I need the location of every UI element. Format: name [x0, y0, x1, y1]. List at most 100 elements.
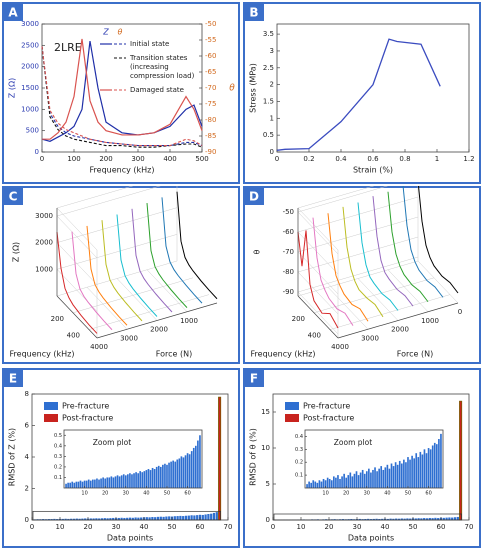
spectrum-line: [56, 231, 98, 334]
panel-letter-box: [244, 369, 264, 387]
zoom-region: [32, 510, 221, 521]
inset-bar: [405, 462, 407, 488]
bar: [423, 518, 426, 520]
panel-border: [2, 186, 240, 364]
inset-bar: [322, 478, 325, 488]
bar: [414, 518, 417, 520]
inset-bar: [199, 435, 201, 488]
legend-label: Pre-fracture: [62, 402, 109, 411]
x-tick-label: 1: [435, 155, 439, 163]
inset-bar: [413, 458, 415, 488]
bar: [165, 516, 168, 520]
bar: [442, 517, 445, 520]
inset-x-tick-label: 30: [123, 491, 129, 497]
inset-bar: [98, 479, 100, 488]
inset-bar: [137, 473, 139, 488]
inset-bar: [65, 483, 67, 488]
x-tick-label: 60: [437, 523, 446, 531]
inset-bar: [168, 462, 170, 488]
inset-bar: [368, 468, 370, 488]
y-tick-label: 2500: [21, 41, 39, 49]
x-tick-label: 40: [381, 523, 390, 531]
inset-bar: [403, 459, 405, 488]
y-tick-label: 500: [26, 127, 39, 135]
y-tick-label: 10: [261, 444, 270, 452]
spectrum-line: [146, 203, 188, 308]
panel-letter-box: [244, 187, 264, 205]
inset-bar: [333, 476, 335, 488]
inset-bar: [197, 440, 199, 488]
inset-bar: [411, 455, 413, 488]
bar: [375, 518, 378, 520]
inset-bar: [335, 477, 337, 488]
inset-bar: [131, 474, 133, 488]
inset-bar: [347, 475, 350, 488]
inset-bar: [178, 458, 181, 488]
grid-line: [297, 186, 389, 213]
x-axis-label: Frequency (kHz): [251, 350, 316, 359]
inset-bar: [415, 453, 418, 488]
spectrum-line: [357, 202, 399, 311]
x-tick-label: 400: [308, 332, 321, 340]
grid-line: [297, 256, 419, 293]
z-line: [41, 40, 203, 142]
grid-line: [297, 251, 339, 295]
inset-y-tick-label: 0.1: [295, 473, 303, 479]
y-tick-label: 4: [25, 453, 30, 461]
legend-swatch: [44, 414, 58, 422]
inset-x-tick-label: 10: [322, 491, 328, 497]
inset-bar: [89, 480, 92, 488]
grid-line: [387, 269, 429, 312]
inset-bar: [306, 484, 308, 488]
x-tick-label: 10: [56, 523, 65, 531]
bar: [134, 517, 137, 520]
bar: [162, 516, 165, 520]
inset-bar: [153, 469, 156, 488]
inset-bar: [94, 479, 96, 488]
x-tick-label: 30: [353, 523, 362, 531]
bar: [434, 517, 437, 520]
x-tick-label: 0: [40, 155, 44, 163]
x-axis-label: Strain (%): [353, 166, 393, 175]
inset-bar: [330, 480, 333, 488]
y-tick-label: 6: [25, 422, 30, 430]
y-tick-label: 2.5: [263, 64, 274, 72]
panel-letter-box: [3, 3, 23, 21]
inset-x-tick-label: 60: [425, 491, 431, 497]
grid-line: [56, 242, 98, 285]
bar: [459, 400, 463, 521]
bar: [218, 396, 222, 521]
y-tick-label: 0.5: [263, 131, 274, 139]
inset-bar: [423, 449, 426, 488]
legend-label: Post-fracture: [62, 414, 113, 423]
y2-tick-label: -85: [205, 132, 216, 140]
annotation: 2LRE: [54, 41, 82, 54]
bar: [425, 518, 429, 520]
inset-y-tick-label: 0.4: [54, 443, 62, 449]
legend-label: compression load): [130, 72, 195, 80]
bar: [154, 517, 157, 520]
inset-bar: [162, 464, 164, 488]
bar: [406, 518, 409, 520]
inset-bar: [351, 476, 354, 488]
x-tick-label: 60: [196, 523, 205, 531]
y-tick-label: 2: [270, 81, 274, 89]
bar: [437, 518, 440, 520]
bar: [117, 517, 120, 520]
inset-bar: [438, 439, 440, 488]
x-tick-label: 10: [297, 523, 306, 531]
y-tick-label: 1: [270, 114, 274, 122]
inset-bar: [100, 478, 102, 488]
grid-line: [56, 186, 161, 217]
inset-bar: [398, 460, 401, 488]
inset-bar: [176, 459, 179, 488]
panel-letter: B: [249, 6, 258, 20]
inset-bar: [388, 468, 391, 488]
back-edge: [56, 207, 98, 251]
y-tick-label: 1500: [21, 84, 39, 92]
inset-bar: [308, 481, 310, 488]
bar: [120, 517, 123, 520]
x-axis-label: Data points: [348, 534, 394, 543]
inset-y-tick-label: 0.4: [295, 434, 303, 440]
